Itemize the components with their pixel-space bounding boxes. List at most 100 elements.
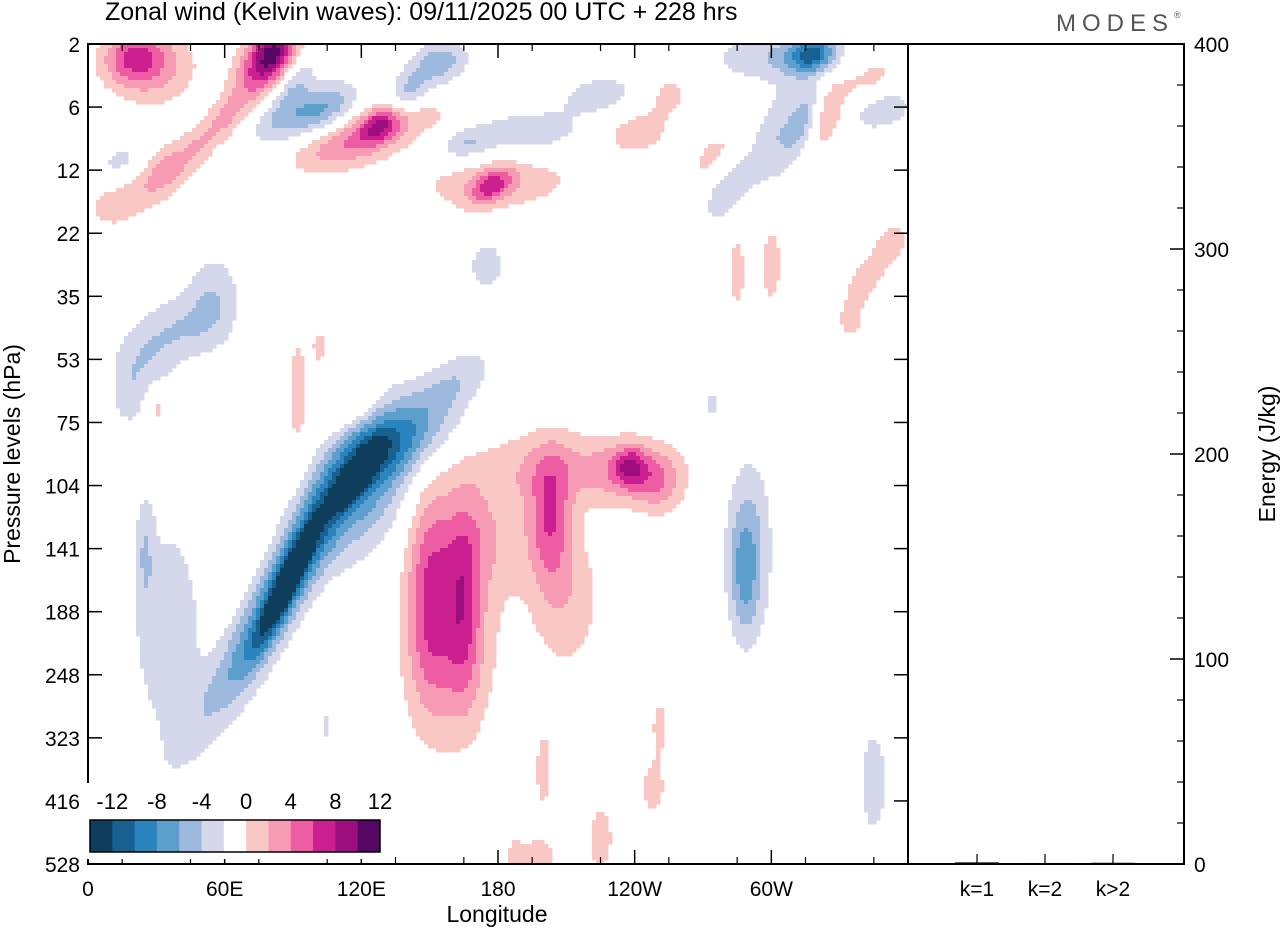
contour-cell xyxy=(484,632,497,637)
contour-cell xyxy=(164,344,217,349)
contour-cell xyxy=(364,424,377,429)
contour-cell xyxy=(424,600,457,605)
contour-cell xyxy=(480,584,489,589)
contour-cell xyxy=(204,144,217,149)
contour-cell xyxy=(248,600,257,605)
contour-cell xyxy=(288,80,345,85)
contour-cell xyxy=(308,560,313,565)
contour-cell xyxy=(480,612,485,617)
contour-cell xyxy=(800,56,821,61)
contour-cell xyxy=(456,376,485,381)
contour-cell xyxy=(288,500,301,505)
contour-cell xyxy=(636,452,645,457)
contour-cell xyxy=(408,712,433,717)
contour-cell xyxy=(408,532,417,537)
contour-cell xyxy=(416,580,425,585)
contour-cell xyxy=(408,636,417,641)
contour-cell xyxy=(268,76,277,81)
contour-cell xyxy=(312,576,321,581)
contour-cell xyxy=(388,132,397,137)
contour-cell xyxy=(304,512,309,517)
contour-cell xyxy=(540,788,549,793)
contour-cell xyxy=(640,468,649,473)
contour-cell xyxy=(220,660,233,665)
contour-cell xyxy=(164,84,189,89)
contour-cell xyxy=(392,136,401,141)
contour-cell xyxy=(492,196,505,201)
contour-cell xyxy=(328,532,337,537)
contour-cell xyxy=(292,52,297,57)
contour-cell xyxy=(408,628,417,633)
contour-cell xyxy=(452,200,473,205)
contour-cell xyxy=(184,316,221,321)
contour-cell xyxy=(240,108,253,113)
contour-cell xyxy=(572,572,593,577)
contour-cell xyxy=(528,544,537,549)
contour-cell xyxy=(276,56,281,61)
contour-cell xyxy=(476,256,501,261)
contour-cell xyxy=(296,164,365,169)
contour-cell xyxy=(196,152,213,157)
contour-cell xyxy=(404,380,441,385)
contour-cell xyxy=(736,516,761,521)
contour-cell xyxy=(732,528,745,533)
contour-cell xyxy=(120,348,141,353)
contour-cell xyxy=(400,96,417,101)
contour-cell xyxy=(140,660,221,665)
contour-cell xyxy=(376,428,397,433)
contour-cell xyxy=(576,492,617,497)
contour-cell xyxy=(260,612,265,617)
contour-cell xyxy=(372,116,389,121)
contour-cell xyxy=(616,472,625,477)
contour-cell xyxy=(264,52,281,57)
contour-cell xyxy=(424,80,449,85)
contour-cell xyxy=(540,584,573,589)
contour-cell xyxy=(240,600,249,605)
contour-cell xyxy=(208,140,225,145)
contour-cell xyxy=(592,828,609,833)
contour-cell xyxy=(160,72,177,77)
contour-cell xyxy=(144,540,149,545)
contour-cell xyxy=(316,572,325,577)
contour-cell xyxy=(136,548,141,553)
contour-cell xyxy=(220,304,237,309)
contour-cell xyxy=(740,544,757,549)
contour-cell xyxy=(120,72,161,77)
contour-cell xyxy=(396,476,405,481)
contour-cell xyxy=(796,108,809,113)
contour-cell xyxy=(540,444,565,449)
contour-cell xyxy=(732,276,745,281)
contour-cell xyxy=(484,180,505,185)
contour-cell xyxy=(264,592,269,597)
contour-cell xyxy=(732,264,745,269)
contour-cell xyxy=(756,512,769,517)
contour-cell xyxy=(316,448,329,453)
contour-cell xyxy=(408,700,421,705)
contour-cell xyxy=(220,312,237,317)
contour-cell xyxy=(508,116,573,121)
contour-cell xyxy=(324,716,329,721)
contour-cell xyxy=(180,336,229,341)
contour-cell xyxy=(300,520,305,525)
contour-cell xyxy=(256,56,265,61)
contour-cell xyxy=(424,616,457,621)
contour-cell xyxy=(220,308,237,313)
contour-cell xyxy=(280,632,285,637)
contour-cell xyxy=(728,596,733,601)
contour-cell xyxy=(276,576,301,581)
contour-cell xyxy=(300,528,305,533)
contour-cell xyxy=(312,516,333,521)
contour-cell xyxy=(416,584,425,589)
contour-cell xyxy=(160,720,233,725)
contour-cell xyxy=(328,480,337,485)
contour-cell xyxy=(576,500,649,505)
contour-cell xyxy=(528,452,581,457)
contour-cell xyxy=(472,620,481,625)
contour-cell xyxy=(652,456,669,461)
contour-cell xyxy=(560,564,573,569)
contour-cell xyxy=(800,136,809,141)
contour-cell xyxy=(756,564,761,569)
contour-cell xyxy=(644,796,661,801)
contour-cell xyxy=(468,680,481,685)
contour-cell xyxy=(808,104,813,109)
